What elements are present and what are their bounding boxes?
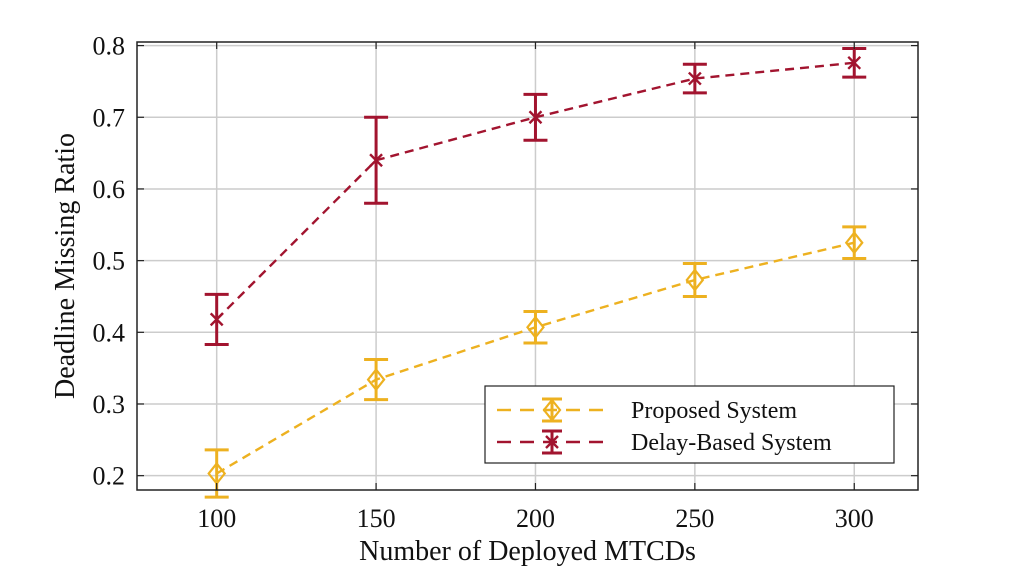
series-delay-based (204, 46, 867, 346)
diamond-marker (844, 230, 864, 255)
ticks: 100 150 200 250 300 0.2 0.3 0.4 0.5 0.6 0.7 0.8 (93, 32, 918, 533)
x-tick-label: 250 (675, 504, 714, 533)
y-tick-label: 0.8 (93, 32, 126, 61)
x-tick-label: 150 (357, 504, 396, 533)
x-marker-stroke (209, 312, 224, 327)
y-tick-label: 0.4 (93, 318, 126, 347)
diamond-marker (366, 367, 386, 392)
legend: Proposed System Delay-Based System (484, 385, 895, 464)
y-tick-label: 0.7 (93, 103, 126, 132)
legend-items: Proposed System Delay-Based System (497, 397, 832, 456)
x-marker (369, 153, 383, 168)
diamond-marker (685, 268, 705, 292)
x-marker-stroke (847, 55, 862, 70)
x-marker-stroke (528, 110, 543, 125)
x-tick-label: 300 (835, 504, 874, 533)
y-tick-label: 0.3 (93, 390, 126, 419)
x-marker (209, 312, 224, 327)
plot-frame (136, 41, 919, 491)
diamond-marker (542, 398, 562, 422)
x-marker (545, 435, 559, 449)
error-bar (364, 358, 389, 402)
legend-label: Delay-Based System (631, 430, 832, 456)
y-tick-label: 0.6 (93, 175, 126, 204)
x-marker-stroke (688, 71, 702, 86)
x-tick-label: 200 (516, 504, 555, 533)
x-marker (688, 71, 702, 86)
legend-entry: Delay-Based System (497, 429, 832, 456)
y-tick-label: 0.2 (93, 462, 126, 491)
x-marker-stroke (369, 153, 383, 168)
y-tick-label: 0.5 (93, 247, 126, 276)
legend-label: Proposed System (631, 398, 797, 424)
x-marker (528, 110, 543, 125)
x-marker-stroke (545, 435, 559, 449)
y-axis-title: Deadline Missing Ratio (50, 133, 81, 399)
x-marker (847, 55, 862, 70)
legend-entry: Proposed System (497, 397, 797, 424)
x-axis-title: Number of Deployed MTCDs (359, 536, 696, 567)
x-tick-label: 100 (197, 504, 236, 533)
diamond-marker (526, 315, 545, 340)
